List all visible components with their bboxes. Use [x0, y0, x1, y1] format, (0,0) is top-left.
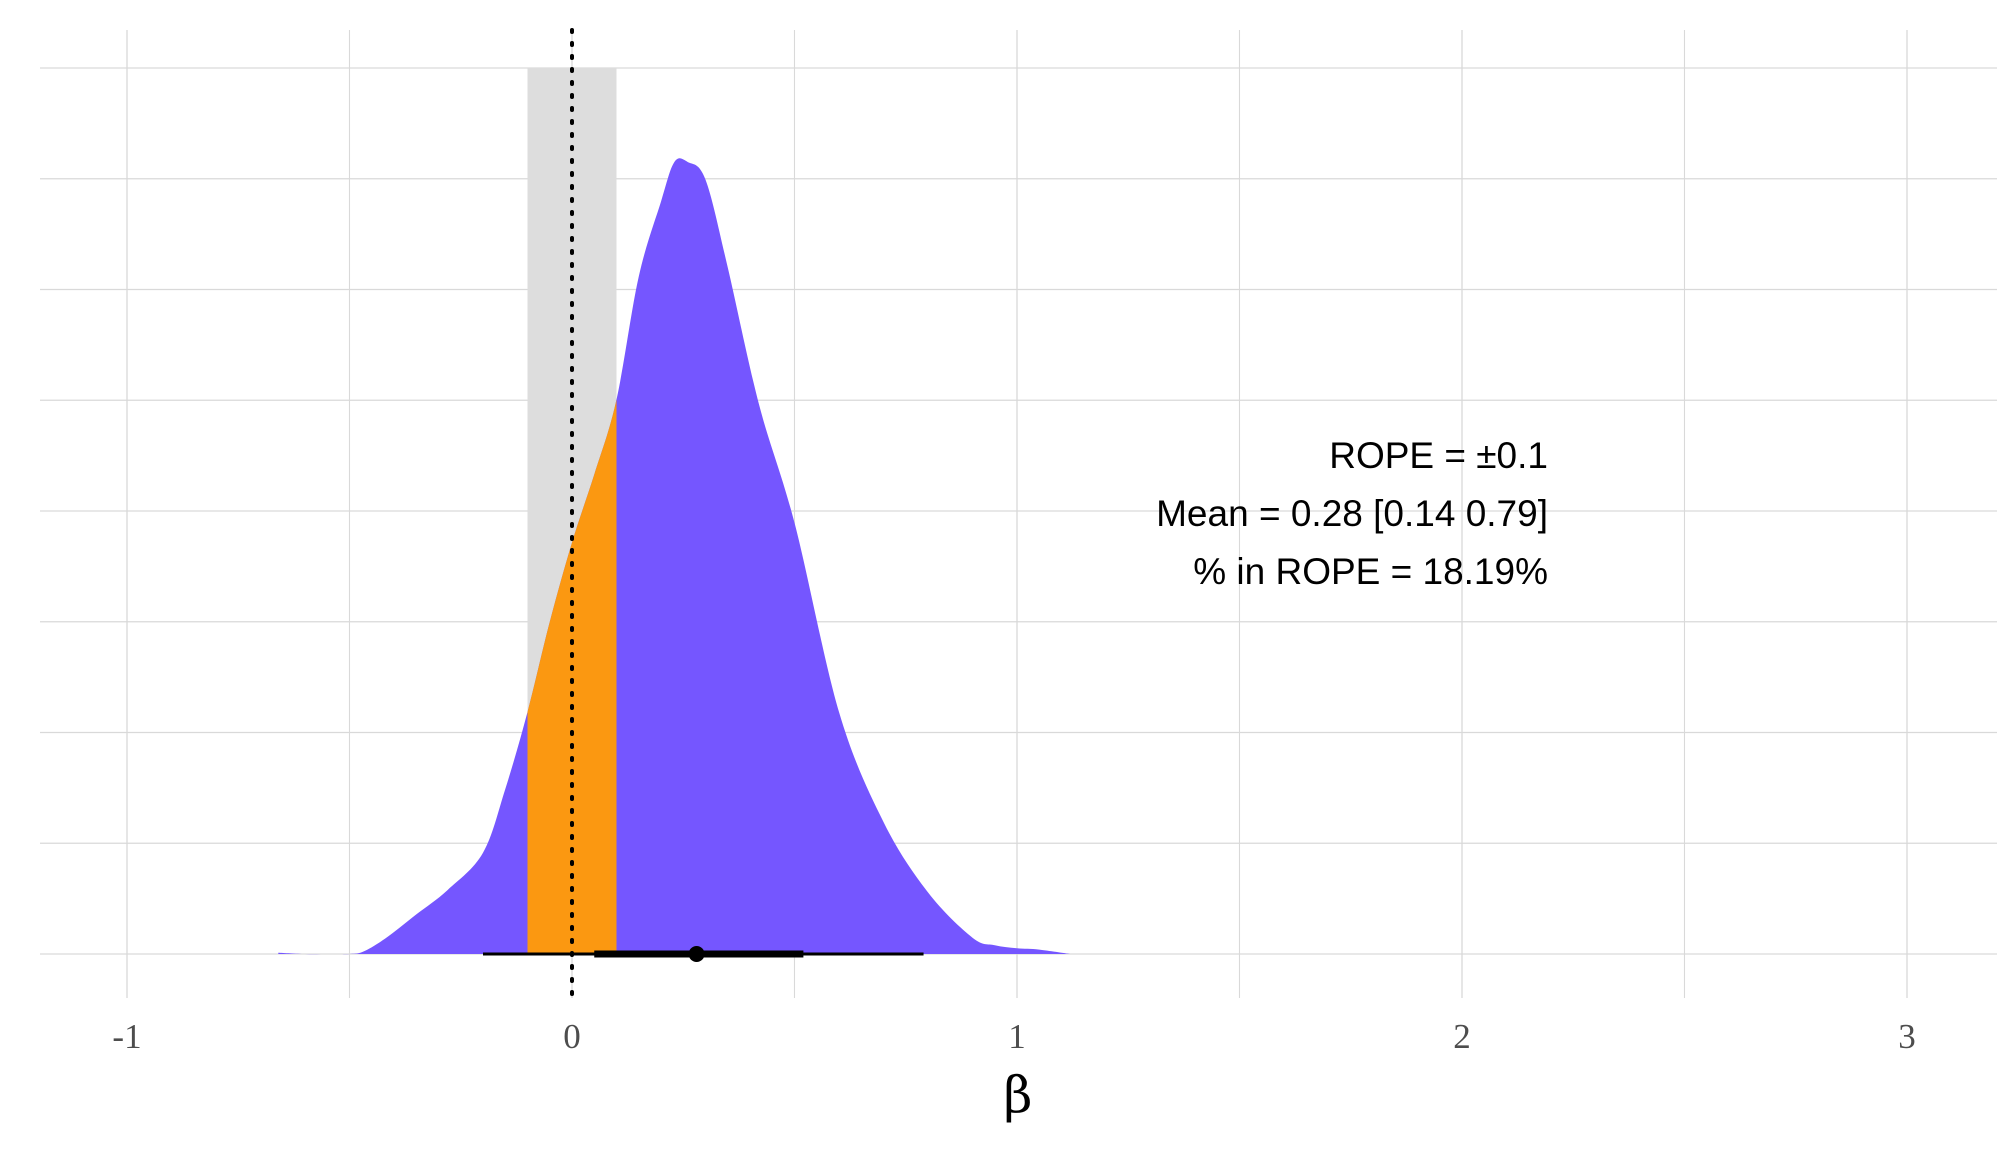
x-tick-label: -1 [112, 1017, 141, 1056]
annotation-block: ROPE = ±0.1 Mean = 0.28 [0.14 0.79] % in R… [1156, 435, 1548, 592]
x-tick-label: 1 [1008, 1017, 1026, 1056]
x-tick-labels: -1 0 1 2 3 [112, 1017, 1915, 1056]
density-area [278, 158, 1071, 955]
x-axis-title: β [1004, 1066, 1033, 1124]
annotation-line: ROPE = ±0.1 [1329, 435, 1548, 476]
annotation-line: Mean = 0.28 [0.14 0.79] [1156, 493, 1548, 534]
x-tick-label: 0 [563, 1017, 581, 1056]
annotation-line: % in ROPE = 18.19% [1193, 551, 1548, 592]
x-tick-label: 3 [1898, 1017, 1916, 1056]
x-tick-label: 2 [1453, 1017, 1471, 1056]
point-estimate-dot [688, 946, 705, 962]
density-area-in-rope [527, 399, 617, 954]
